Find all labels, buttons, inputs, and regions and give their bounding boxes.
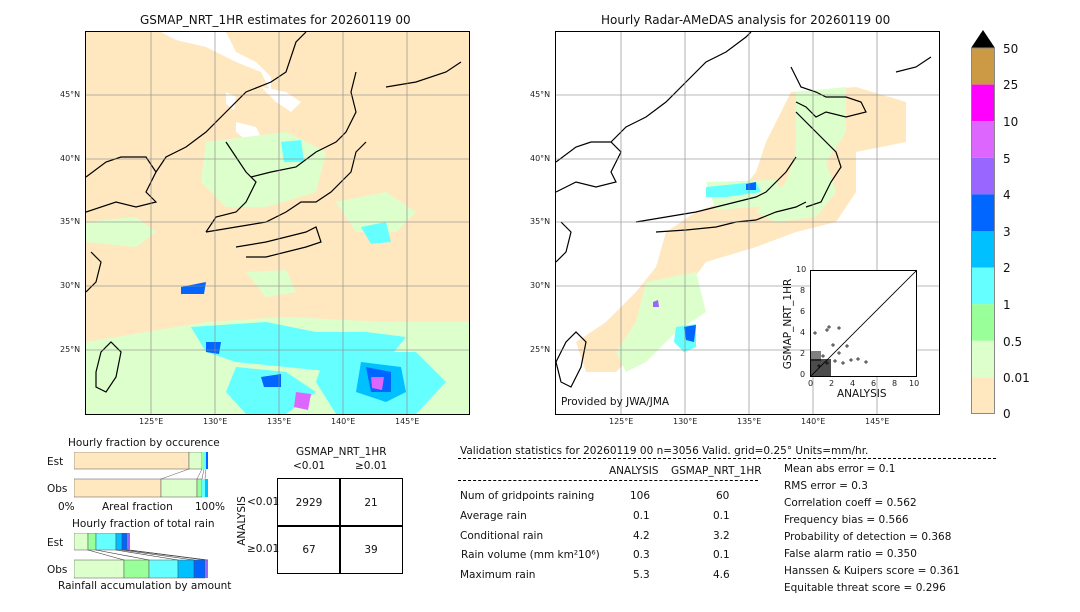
lat-tick: 30°N [530,281,551,290]
total-rain-bars [73,532,209,579]
stat-gsmap: 3.2 [713,530,730,542]
score: Hanssen & Kuipers score = 0.361 [784,565,960,577]
lon-tick: 135°E [267,417,292,426]
scatter-xtick: 2 [829,379,835,388]
areal-fraction-label: Areal fraction [102,501,173,513]
score: Probability of detection = 0.368 [784,531,952,543]
lon-tick: 140°E [801,417,826,426]
right-map-title: Hourly Radar-AMeDAS analysis for 2026011… [601,13,891,27]
stat-gsmap: 60 [716,490,730,502]
row-label-obs: Obs [47,564,68,576]
scatter-xtick: 0 [808,379,814,388]
left-map-gsmap [85,31,470,415]
contingency-cell: 2929 [277,478,341,527]
left-map-title: GSMAP_NRT_1HR estimates for 20260119 00 [140,13,411,27]
colorbar-label: 1 [1003,298,1011,312]
lon-tick: 125°E [139,417,164,426]
colorbar-label: 0 [1003,407,1011,421]
stat-analysis: 4.2 [633,530,650,542]
scatter-xtick: 4 [850,379,856,388]
xmax-label: 100% [195,501,226,513]
score: False alarm ratio = 0.350 [784,548,917,560]
scatter-ytick: 4 [800,328,806,337]
scatter-xtick: 6 [871,379,877,388]
row-label-est: Est [47,456,64,468]
lon-tick: 145°E [865,417,890,426]
occurrence-title: Hourly fraction by occurence [68,437,220,449]
lat-tick: 35°N [530,217,551,226]
colorbar-label: 50 [1003,42,1019,56]
lon-tick: 130°E [673,417,698,426]
data-credit: Provided by JWA/JMA [561,396,670,408]
scatter-ylabel: GSMAP_NRT_1HR [782,278,794,370]
score: Equitable threat score = 0.296 [784,582,946,594]
lon-tick: 135°E [737,417,762,426]
scatter-xtick: 10 [909,379,920,388]
stat-label: Rain volume (mm km²10⁶) [461,549,600,561]
col-analysis: ANALYSIS [609,465,659,477]
lat-tick: 40°N [530,154,551,163]
scatter-plot [810,270,917,377]
stat-label: Conditional rain [460,530,544,542]
lat-tick: 45°N [60,90,81,99]
scatter-ytick: 6 [800,307,806,316]
contingency-col-label: ≥0.01 [355,460,388,472]
stat-gsmap: 4.6 [713,569,730,581]
stat-analysis: 5.3 [633,569,650,581]
scatter-ytick: 0 [800,370,806,379]
colorbar-label: 5 [1003,152,1011,166]
lat-tick: 35°N [60,217,81,226]
scatter-xtick: 8 [892,379,898,388]
scatter-ytick: 2 [800,349,806,358]
colorbar-label: 3 [1003,225,1011,239]
scatter-xlabel: ANALYSIS [837,388,887,400]
lat-tick: 45°N [530,90,551,99]
contingency-col-header: GSMAP_NRT_1HR [296,446,387,458]
row-label-obs: Obs [47,483,68,495]
colorbar-label: 25 [1003,78,1019,92]
stat-label: Maximum rain [460,569,536,581]
lat-tick: 25°N [60,345,81,354]
contingency-col-label: <0.01 [293,460,326,472]
contingency-row-label: <0.01 [247,496,280,508]
colorbar-label: 0.01 [1003,371,1030,385]
lat-tick: 30°N [60,281,81,290]
lat-tick: 40°N [60,154,81,163]
rain-accum-label: Rainfall accumulation by amount [58,580,232,592]
col-gsmap: GSMAP_NRT_1HR [671,465,762,477]
contingency-row-label: ≥0.01 [247,543,280,555]
contingency-cell: 39 [339,525,403,574]
lat-tick: 25°N [530,345,551,354]
contingency-cell: 67 [277,525,341,574]
row-label-est: Est [47,537,64,549]
scatter-ytick: 8 [800,286,806,295]
colorbar-label: 0.5 [1003,335,1023,349]
total-rain-title: Hourly fraction of total rain [72,518,215,530]
contingency-cell: 21 [339,478,403,527]
score: RMS error = 0.3 [784,480,868,492]
stat-gsmap: 0.1 [713,510,730,522]
colorbar-label: 4 [1003,188,1011,202]
colorbar-label: 2 [1003,261,1011,275]
score: Correlation coeff = 0.562 [784,497,917,509]
xmin-label: 0% [58,501,75,513]
stat-analysis: 0.1 [633,510,650,522]
stat-label: Num of gridpoints raining [460,490,595,502]
lon-tick: 145°E [395,417,420,426]
colorbar-label: 10 [1003,115,1019,129]
scatter-ytick: 10 [796,265,807,274]
stat-label: Average rain [460,510,527,522]
colorbar [971,30,995,414]
stat-analysis: 0.3 [633,549,650,561]
score: Frequency bias = 0.566 [784,514,909,526]
validation-header: Validation statistics for 20260119 00 n=… [460,445,869,457]
occurrence-bars [73,451,208,498]
score: Mean abs error = 0.1 [784,463,896,475]
lon-tick: 130°E [203,417,228,426]
stat-analysis: 106 [630,490,651,502]
stat-gsmap: 0.1 [713,549,730,561]
lon-tick: 125°E [609,417,634,426]
lon-tick: 140°E [331,417,356,426]
